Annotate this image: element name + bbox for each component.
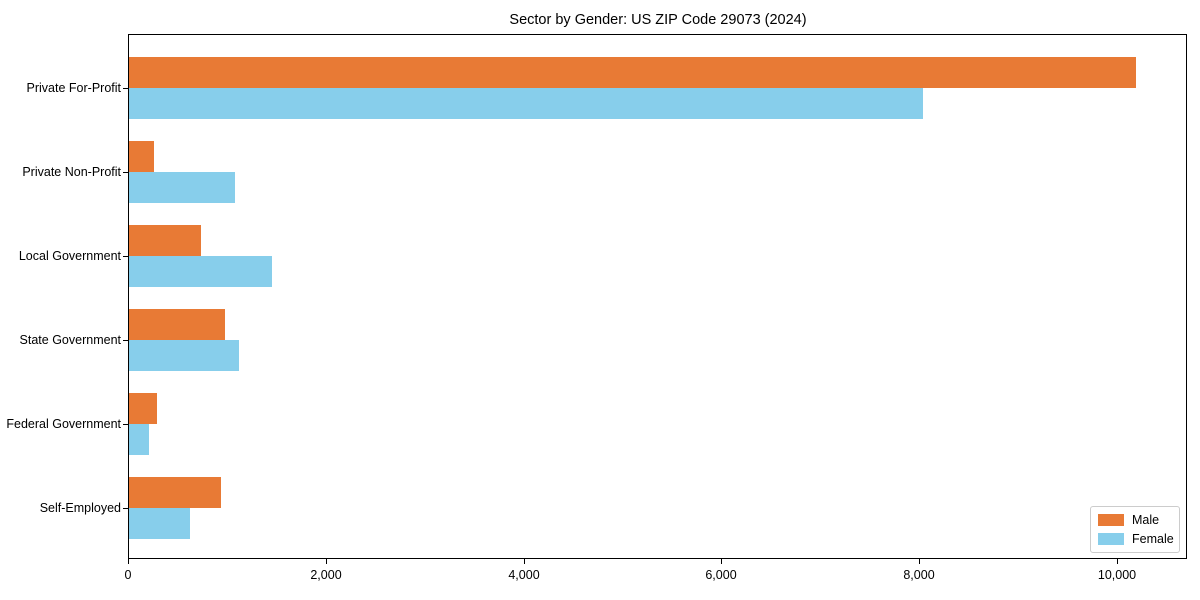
x-tick-label-0: 0 <box>124 568 132 582</box>
x-tick-mark <box>326 559 327 564</box>
y-tick-label-private-non-profit: Private Non-Profit <box>22 165 121 179</box>
female-bar-federal-government <box>129 424 149 455</box>
y-tick-mark <box>123 256 128 257</box>
male-bar-local-government <box>129 225 201 256</box>
x-tick-mark <box>524 559 525 564</box>
x-tick-label-4000: 4,000 <box>508 568 540 582</box>
male-swatch-icon <box>1098 514 1124 527</box>
x-tick-label-10000: 10,000 <box>1097 568 1137 582</box>
y-tick-mark <box>123 508 128 509</box>
y-tick-mark <box>123 340 128 341</box>
male-bar-state-government <box>129 309 225 340</box>
x-tick-label-6000: 6,000 <box>705 568 737 582</box>
male-bar-self-employed <box>129 477 221 508</box>
y-tick-mark <box>123 172 128 173</box>
y-tick-mark <box>123 424 128 425</box>
chart-title: Sector by Gender: US ZIP Code 29073 (202… <box>509 12 807 28</box>
y-tick-label-federal-government: Federal Government <box>6 417 121 431</box>
x-tick-label-2000: 2,000 <box>310 568 342 582</box>
male-bar-private-non-profit <box>129 141 154 172</box>
female-bar-private-for-profit <box>129 88 923 119</box>
x-tick-label-8000: 8,000 <box>903 568 935 582</box>
plot-area <box>128 34 1187 559</box>
x-tick-mark <box>721 559 722 564</box>
female-bar-private-non-profit <box>129 172 235 203</box>
y-tick-label-local-government: Local Government <box>18 249 121 263</box>
x-tick-mark <box>1117 559 1118 564</box>
female-swatch-icon <box>1098 532 1124 545</box>
legend-item-male: Male <box>1098 513 1172 527</box>
x-tick-mark <box>128 559 129 564</box>
female-bar-state-government <box>129 340 239 371</box>
y-tick-label-state-government: State Government <box>19 333 121 347</box>
female-bar-self-employed <box>129 508 190 539</box>
x-tick-mark <box>919 559 920 564</box>
female-bar-local-government <box>129 256 272 287</box>
legend-item-female: Female <box>1098 531 1174 546</box>
male-bar-federal-government <box>129 393 157 424</box>
y-tick-mark <box>123 88 128 89</box>
legend-label-female: Female <box>1132 531 1174 546</box>
y-tick-label-private-for-profit: Private For-Profit <box>26 81 121 95</box>
y-tick-label-self-employed: Self-Employed <box>39 501 121 515</box>
male-bar-private-for-profit <box>129 57 1136 88</box>
legend: Male Female <box>1090 506 1180 553</box>
legend-label-male: Male <box>1132 513 1160 528</box>
